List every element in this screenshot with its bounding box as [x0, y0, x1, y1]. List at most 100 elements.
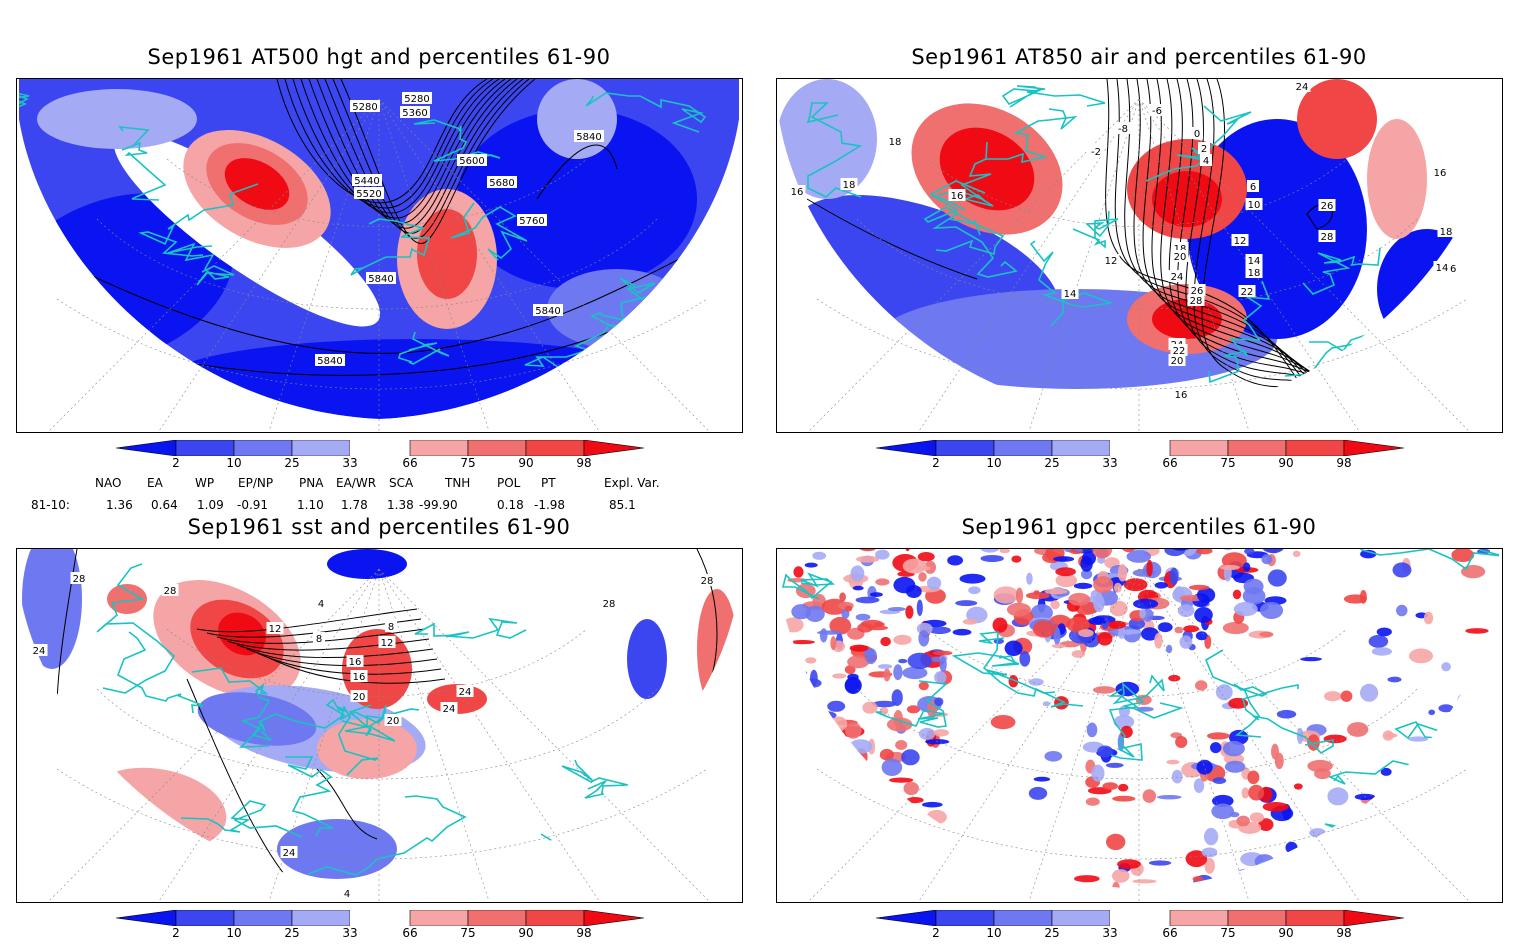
precip-anomaly-cell [1233, 590, 1241, 600]
contour-label-text: 5520 [356, 189, 381, 200]
contour-label: 24 [441, 702, 458, 715]
colorbar-tick-label: 90 [1278, 456, 1293, 470]
contour-label-text: 18 [843, 180, 856, 191]
colorbar-segment [410, 910, 468, 926]
precip-anomaly-cell [815, 711, 837, 719]
precip-anomaly-cell [801, 810, 808, 825]
precip-anomaly-cell [785, 808, 807, 815]
precip-anomaly-cell [1493, 862, 1501, 873]
precip-anomaly-cell [1369, 635, 1389, 648]
colorbar-segment [234, 440, 292, 456]
colorbar-tick-label: 33 [342, 926, 357, 940]
precip-anomaly-cell [865, 648, 877, 664]
precip-anomaly-cell [850, 645, 869, 652]
colorbar-tick-label: 98 [1336, 926, 1351, 940]
precip-anomaly-cell [805, 707, 814, 717]
precip-anomaly-cell [1375, 803, 1393, 819]
colorbar-tick-label: 10 [986, 456, 1001, 470]
contour-label-text: 24 [1171, 272, 1184, 283]
contour-label-text: 14 [1064, 289, 1077, 300]
coastline [541, 834, 635, 901]
precip-anomaly-cell [1360, 684, 1378, 702]
colorbar-swatches [876, 440, 1404, 456]
colorbar-tick-label: 66 [1162, 926, 1177, 940]
precip-anomaly-cell [889, 778, 913, 783]
precip-anomaly-cell [1117, 859, 1141, 869]
precip-anomaly-cell [953, 629, 972, 636]
contour-label: -6 [1149, 104, 1166, 117]
colorbar-tick-label: 25 [284, 456, 299, 470]
precip-anomaly-cell [895, 740, 907, 750]
colorbar-swatches [876, 910, 1404, 926]
precip-anomaly-cell [784, 753, 808, 763]
colorbar-segment [1110, 910, 1170, 926]
precip-anomaly-cell [1080, 556, 1092, 571]
precip-anomaly-cell [1383, 856, 1399, 872]
precip-anomaly-cell [845, 606, 852, 612]
precip-anomaly-cell [927, 810, 947, 824]
precip-anomaly-cell [843, 807, 851, 815]
contour-label: 4 [315, 597, 327, 610]
precip-anomaly-cell [1197, 760, 1213, 775]
colorbar-segment [468, 910, 526, 926]
precip-anomaly-cell [1341, 691, 1353, 702]
contour-label-text: 4 [344, 889, 350, 900]
colorbar-segment [1344, 440, 1404, 456]
colorbar-segment [410, 440, 468, 456]
precip-anomaly-cell [1354, 871, 1362, 883]
contour-label-text: 18 [889, 137, 902, 148]
colorbar-segment [292, 440, 350, 456]
precip-anomaly-cell [793, 566, 803, 577]
contour-label-text: 28 [701, 576, 714, 587]
contour-label-text: 5280 [404, 94, 429, 105]
contour-label: 20 [1172, 250, 1189, 263]
contour-label-text: 24 [33, 646, 46, 657]
contour-label-text: 16 [1175, 390, 1188, 401]
precip-anomaly-cell [1178, 604, 1195, 617]
precip-anomaly-cell [856, 614, 871, 621]
precip-anomaly-cell [1436, 790, 1460, 796]
precip-anomaly-cell [1275, 753, 1284, 770]
colorbar-segment [876, 910, 936, 926]
anomaly-region [627, 619, 667, 699]
precip-anomaly-cell [1078, 629, 1094, 637]
precip-anomaly-cell [783, 755, 807, 770]
panel-title-gpcc: Sep1961 gpcc percentiles 61-90 [776, 515, 1502, 539]
precip-anomaly-cell [1451, 750, 1464, 758]
precip-anomaly-cell [1387, 849, 1395, 863]
precip-anomaly-cell [790, 692, 814, 709]
precip-anomaly-cell [1248, 785, 1264, 801]
precip-anomaly-cell [1454, 808, 1463, 825]
colorbar-tick-label: 33 [1102, 456, 1117, 470]
tele-header: Expl. Var. [604, 476, 660, 490]
precip-anomaly-cell [1029, 678, 1044, 686]
anomaly-region [1152, 171, 1222, 227]
coastline [17, 344, 63, 431]
precip-anomaly-cell [1097, 632, 1112, 645]
precip-anomaly-cell [1465, 628, 1488, 634]
precip-anomaly-cell [1441, 662, 1451, 671]
precip-anomaly-cell [1294, 783, 1303, 789]
contour-label-text: 24 [443, 704, 456, 715]
coastline [777, 202, 797, 237]
map-gpcc [777, 549, 1501, 901]
precip-anomaly-cell [845, 677, 862, 694]
precip-anomaly-cell [1019, 651, 1030, 667]
contour-label: 5280 [350, 100, 380, 113]
colorbar-tick-label: 2 [932, 456, 940, 470]
colorbar-tick-label: 25 [1044, 926, 1059, 940]
map-at850: 24181618161214-6-8-224061018202426282422… [777, 79, 1501, 431]
precip-anomaly-cell [1068, 593, 1090, 606]
precip-anomaly-cell [1384, 868, 1395, 881]
precip-anomaly-cell [1481, 861, 1494, 871]
precip-anomaly-cell [1448, 811, 1457, 823]
colorbar-swatches [116, 910, 644, 926]
colorbar-segment [584, 440, 644, 456]
teleconnection-table: NAO EA WP EP/NP PNA EA/WR SCA TNH POL PT… [0, 474, 760, 514]
precip-anomaly-cell [1456, 759, 1468, 766]
precip-anomaly-cell [1428, 710, 1435, 716]
contour-label-text: 5280 [352, 102, 377, 113]
coastline [17, 769, 48, 818]
tele-header: SCA [389, 476, 413, 490]
contour-label-text: 14 [1436, 263, 1449, 274]
